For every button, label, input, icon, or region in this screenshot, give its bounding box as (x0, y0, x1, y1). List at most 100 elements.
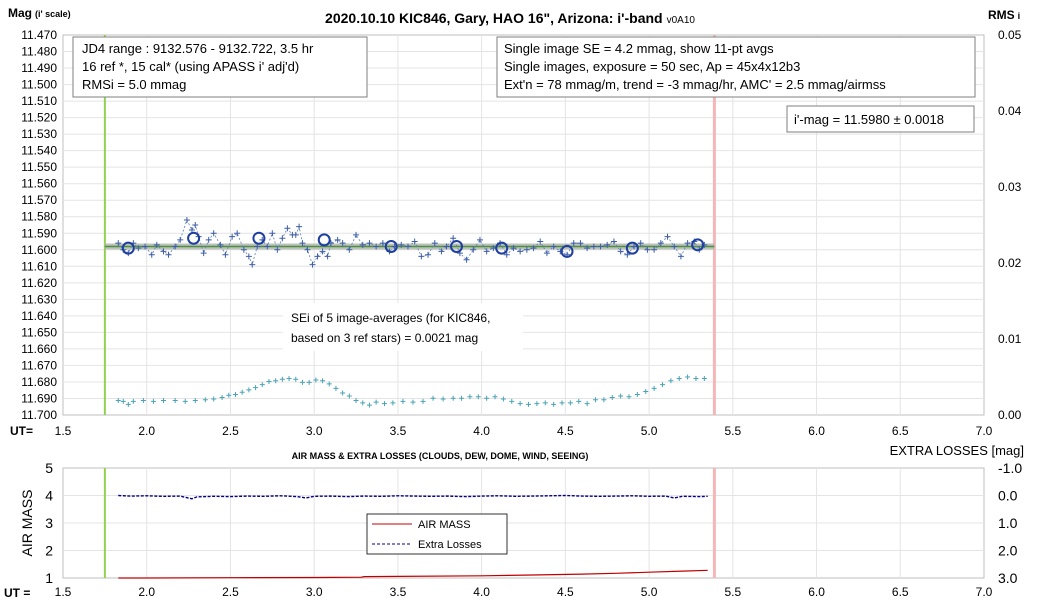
rms-point (346, 393, 352, 399)
single-image-point (644, 246, 651, 253)
single-image-point (264, 243, 271, 250)
x-tick-label: 5.5 (724, 424, 741, 438)
single-image-point (379, 240, 386, 247)
sei-note-line-2: based on 3 ref stars) = 0.0021 mag (291, 331, 478, 345)
average-point (317, 233, 331, 247)
y-tick-label-right: -1.0 (998, 460, 1022, 476)
x-tick-label: 2.5 (222, 424, 239, 438)
extinction-text: Ext'n = 78 mmag/m, trend = -3 mmag/hr, A… (504, 77, 886, 92)
rms-point (643, 388, 649, 394)
y-tick-label-left: 11.700 (21, 408, 57, 422)
single-image-point (309, 261, 316, 268)
rms-point (492, 394, 498, 400)
single-image-point (411, 238, 418, 245)
rms-point (526, 401, 532, 407)
rms-point (584, 401, 590, 407)
rms-point (467, 394, 473, 400)
rms-point (130, 398, 136, 404)
single-image-point (135, 245, 142, 252)
rms-point (450, 395, 456, 401)
rms-point (534, 401, 540, 407)
rms-point (306, 379, 312, 385)
single-image-point (366, 240, 373, 247)
single-image-point (245, 253, 252, 260)
rms-point (676, 376, 682, 382)
y-tick-label-left: 11.620 (21, 276, 57, 290)
single-image-point (160, 248, 167, 255)
ut-label-bottom: UT = (4, 586, 30, 600)
rms-point (420, 398, 426, 404)
ut-label-top: UT= (10, 424, 33, 438)
single-image-point (523, 246, 530, 253)
rms-point (475, 394, 481, 400)
single-image-point (550, 243, 557, 250)
sei-note-line-1: SEi of 5 image-averages (for KIC846, (291, 311, 490, 325)
air-mass-line (118, 569, 708, 579)
x-tick-label: 7.0 (976, 585, 993, 599)
single-image-point (438, 248, 445, 255)
single-image-point (177, 236, 184, 243)
y-tick-label-left: 11.640 (21, 309, 57, 323)
rms-point (626, 394, 632, 400)
y-tick-label-left: 5 (45, 460, 53, 476)
extra-losses-axis-label: EXTRA LOSSES [mag] (890, 443, 1024, 458)
rms-point (140, 398, 146, 404)
y-tick-label-right: 0.05 (998, 28, 1022, 42)
single-image-point (637, 240, 644, 247)
single-image-point (284, 225, 291, 232)
rms-point (440, 396, 446, 402)
rms-point (382, 401, 388, 407)
x-tick-label: 2.0 (138, 424, 155, 438)
x-tick-label: 1.5 (55, 424, 72, 438)
rms-point (509, 398, 515, 404)
y-tick-label-left: 11.580 (21, 210, 57, 224)
single-image-point (353, 231, 360, 238)
rms-point (246, 387, 252, 393)
info-box-left: JD4 range : 9132.576 - 9132.722, 3.5 hr … (72, 36, 368, 98)
bottom-series (118, 494, 708, 579)
single-image-point (476, 236, 483, 243)
x-tick-label: 7.0 (976, 424, 993, 438)
rms-point (239, 389, 245, 395)
single-image-point (651, 246, 658, 253)
y-axis-right-label: RMS i (988, 8, 1020, 22)
single-image-point (249, 261, 256, 268)
y-tick-label-left: 11.490 (21, 61, 57, 75)
rms-point (593, 397, 599, 403)
top-y-axis-left: 11.470 11.480 11.490 11.500 11.510 11.520 11.5… (21, 28, 57, 422)
rms-point (567, 400, 573, 406)
x-tick-label: 6.5 (892, 585, 909, 599)
rms-point (390, 400, 396, 406)
x-tick-label: 2.0 (138, 585, 155, 599)
rms-point (410, 399, 416, 405)
y-tick-label-right: 0.03 (998, 180, 1022, 194)
rms-point (484, 395, 490, 401)
y-tick-label-left: 11.600 (21, 243, 57, 257)
single-image-point (404, 243, 411, 250)
y-tick-label-left: 11.530 (21, 127, 57, 141)
x-tick-label: 6.5 (892, 424, 909, 438)
sei-note-box: SEi of 5 image-averages (for KIC846, bas… (283, 303, 523, 351)
rms-point (326, 381, 332, 387)
single-image-point (537, 238, 544, 245)
single-image-point (570, 240, 577, 247)
rms-point (366, 402, 372, 408)
rms-point (172, 398, 178, 404)
single-image-point (183, 217, 190, 224)
x-tick-label: 6.0 (808, 424, 825, 438)
y-tick-label-left: 11.650 (21, 325, 57, 339)
single-image-point (543, 250, 550, 257)
rms-point (340, 390, 346, 396)
single-image-point (165, 251, 172, 258)
single-image-point (319, 248, 326, 255)
rms-point (601, 397, 607, 403)
y-tick-label-left: 2 (45, 543, 53, 559)
x-tick-label: 2.5 (222, 585, 239, 599)
single-image-point (657, 240, 664, 247)
rms-point (293, 376, 299, 382)
x-tick-label: 3.5 (390, 424, 407, 438)
result-mag-text: i'-mag = 11.5980 ± 0.0018 (794, 112, 944, 127)
single-image-point (324, 253, 331, 260)
rms-point (618, 393, 624, 399)
y-tick-label-left: 11.570 (21, 193, 57, 207)
